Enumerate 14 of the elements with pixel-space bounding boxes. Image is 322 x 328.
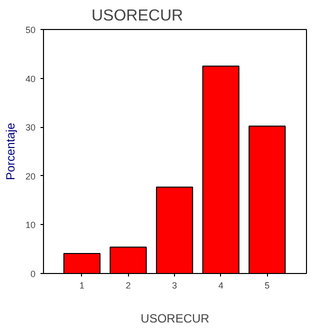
x-tick-label: 2	[126, 280, 131, 290]
y-tick-label: 50	[25, 25, 36, 35]
x-tick-label: 1	[79, 280, 84, 290]
y-tick-label: 20	[25, 171, 36, 182]
y-tick-label: 30	[25, 122, 36, 133]
x-tick-label: 3	[172, 280, 178, 290]
x-axis-title: USORECUR	[140, 312, 210, 326]
y-tick-label: 0	[30, 269, 36, 279]
x-tick-label: 5	[264, 280, 270, 290]
y-tick-label: 10	[25, 220, 36, 230]
x-tick-label: 4	[218, 280, 224, 290]
y-axis-title: Porcentaje	[3, 122, 18, 180]
y-tick-label: 40	[25, 74, 36, 84]
chart-title: USORECUR	[92, 8, 184, 24]
